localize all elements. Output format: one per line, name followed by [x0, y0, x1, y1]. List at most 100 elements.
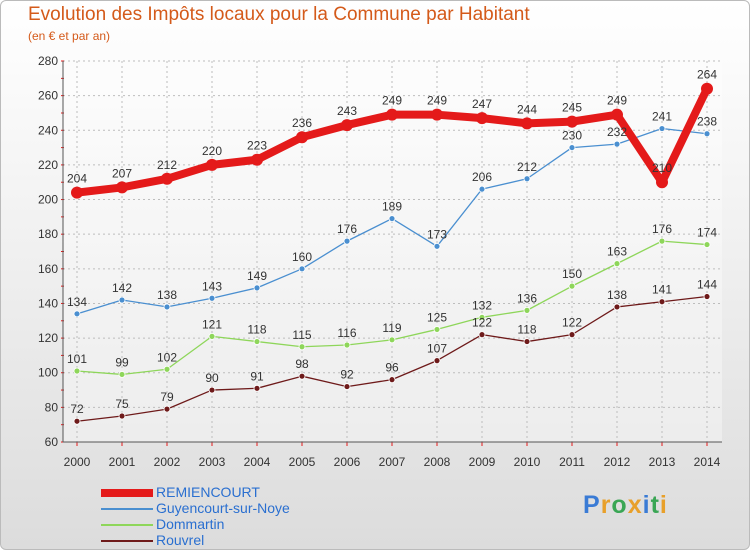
data-point [613, 140, 621, 148]
data-point [656, 176, 668, 189]
y-tick-label: 80 [45, 400, 59, 414]
data-label: 230 [562, 129, 582, 143]
data-label: 149 [247, 269, 267, 283]
data-label: 98 [295, 357, 309, 371]
data-point [343, 341, 351, 349]
x-tick-label: 2004 [244, 455, 271, 469]
y-tick-label: 280 [38, 54, 58, 68]
data-label: 119 [382, 321, 401, 335]
data-label: 138 [157, 288, 177, 302]
data-label: 143 [202, 279, 222, 293]
data-label: 134 [67, 295, 87, 309]
legend-swatch [101, 540, 153, 542]
y-tick-label: 260 [38, 89, 58, 103]
data-point [298, 372, 306, 380]
data-label: 212 [157, 158, 177, 172]
y-tick-label: 220 [38, 158, 58, 172]
data-label: 121 [202, 317, 222, 331]
data-point [701, 82, 713, 95]
data-point [253, 384, 261, 392]
data-point [251, 153, 263, 166]
data-point [478, 331, 486, 339]
data-point [568, 331, 576, 339]
data-point [343, 237, 351, 245]
data-label: 232 [607, 125, 627, 139]
data-point [386, 108, 398, 121]
data-label: 207 [112, 166, 132, 180]
data-label: 125 [427, 310, 447, 324]
data-point [478, 185, 486, 193]
data-label: 245 [562, 101, 582, 115]
data-point [521, 117, 533, 130]
data-point [71, 186, 83, 199]
data-label: 210 [652, 161, 672, 175]
data-label: 249 [382, 94, 402, 108]
data-label: 220 [202, 144, 222, 158]
data-label: 141 [652, 283, 672, 297]
data-point [658, 125, 666, 132]
data-label: 243 [337, 104, 357, 118]
x-tick-label: 2014 [694, 455, 721, 469]
data-label: 236 [292, 116, 312, 130]
data-label: 72 [70, 402, 84, 416]
data-point [163, 405, 171, 413]
logo-letter: i [659, 491, 668, 519]
data-label: 102 [157, 350, 177, 364]
data-label: 264 [697, 68, 717, 82]
x-tick-label: 2010 [514, 455, 541, 469]
data-point [388, 215, 396, 222]
data-point [208, 386, 216, 394]
legend-swatch [101, 524, 153, 526]
data-point [73, 417, 81, 425]
data-label: 204 [67, 172, 87, 186]
data-label: 96 [385, 361, 399, 375]
data-point [388, 376, 396, 384]
data-point [523, 306, 531, 314]
data-label: 244 [517, 102, 537, 116]
legend-label: Dommartin [156, 516, 225, 532]
y-tick-label: 60 [45, 435, 59, 449]
data-point [658, 237, 666, 245]
data-point [613, 260, 621, 268]
y-tick-label: 140 [38, 296, 58, 310]
data-label: 163 [607, 245, 627, 259]
x-tick-label: 2000 [64, 455, 91, 469]
data-point [341, 119, 353, 132]
data-label: 238 [697, 115, 717, 129]
data-label: 173 [427, 227, 447, 241]
brand-logo: Proxiti [583, 491, 668, 520]
data-point [431, 108, 443, 121]
data-label: 75 [115, 397, 129, 411]
data-label: 241 [652, 110, 672, 124]
data-point [298, 343, 306, 351]
data-point [613, 303, 621, 311]
data-point [298, 265, 306, 273]
data-label: 115 [292, 328, 311, 342]
legend-swatch [101, 489, 153, 497]
data-point [523, 175, 531, 183]
data-point [568, 282, 576, 290]
data-point [118, 412, 126, 420]
data-point [73, 367, 81, 375]
data-point [206, 158, 218, 171]
y-tick-label: 200 [38, 193, 58, 207]
y-tick-label: 240 [38, 123, 58, 137]
x-tick-label: 2003 [199, 455, 226, 469]
data-point [658, 298, 666, 306]
x-tick-label: 2012 [604, 455, 631, 469]
data-label: 142 [112, 281, 132, 295]
data-label: 249 [607, 94, 627, 108]
data-point [253, 284, 261, 292]
data-label: 91 [250, 369, 264, 383]
logo-letter: i [642, 491, 651, 519]
data-point [566, 115, 578, 128]
data-label: 99 [115, 355, 129, 369]
data-label: 107 [427, 342, 447, 356]
x-tick-label: 2005 [289, 455, 316, 469]
data-point [116, 181, 128, 194]
data-point [73, 310, 81, 318]
data-point [296, 131, 308, 144]
logo-letter: P [583, 491, 601, 519]
